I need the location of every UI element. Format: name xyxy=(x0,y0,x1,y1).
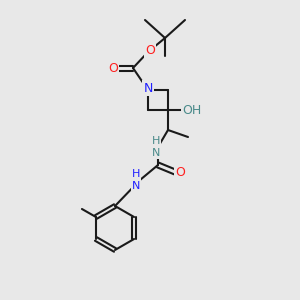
Text: O: O xyxy=(175,166,185,178)
Text: N: N xyxy=(143,82,153,94)
Text: H
N: H N xyxy=(152,136,160,158)
Text: O: O xyxy=(108,61,118,74)
Text: H
N: H N xyxy=(132,169,140,191)
Text: OH: OH xyxy=(182,103,202,116)
Text: O: O xyxy=(145,44,155,56)
